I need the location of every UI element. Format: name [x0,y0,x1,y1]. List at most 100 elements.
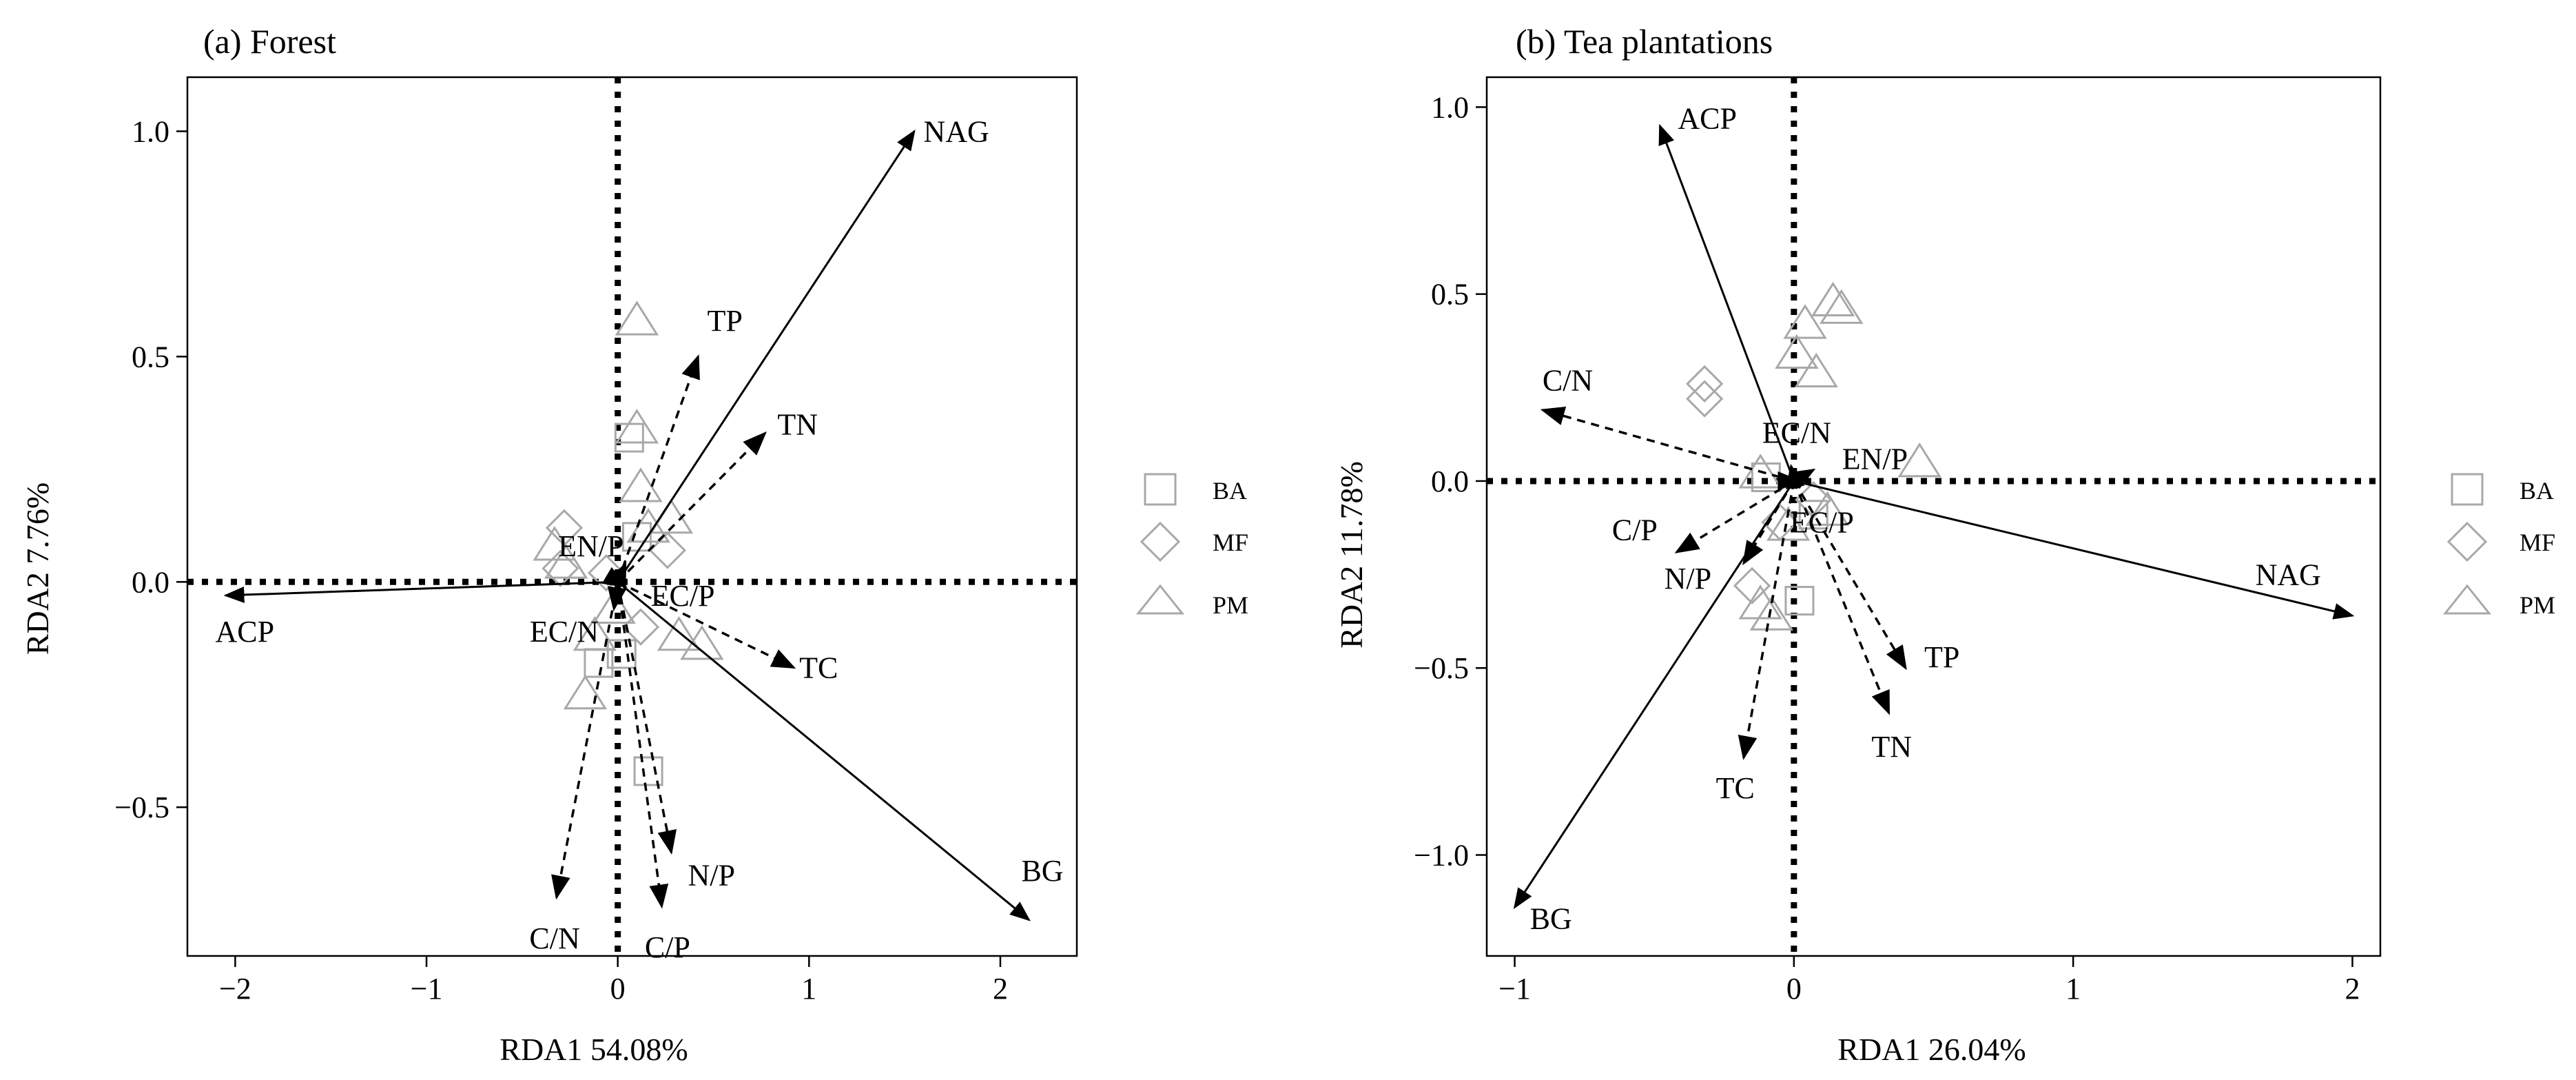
y-tick-label: 0.0 [1431,465,1469,498]
vector-arrow-bg [617,581,1031,921]
plot-frame [1485,76,2382,957]
x-tick-label: 2 [2345,972,2360,1006]
x-axis-title: RDA1 54.08% [499,1032,688,1067]
vector-arrow-acp [1658,123,1795,482]
sample-point-mf [1686,380,1724,418]
legend-label-mf: MF [2520,529,2555,556]
vector-label-n-p: N/P [1665,562,1711,595]
vector-label-nag: NAG [2256,558,2321,592]
sample-point-ba [621,522,652,552]
y-tick-label: −1.0 [1414,839,1469,873]
sample-point-ba [606,639,637,669]
sample-point-pm [615,300,659,336]
vector-label-acp: ACP [215,615,274,649]
vector-arrow-n-p [1742,480,1795,566]
sample-point-pm [1897,442,1941,478]
vector-label-bg: BG [1530,902,1572,936]
vector-arrow-tn [1793,480,1890,715]
legend-label-pm: PM [2520,591,2555,619]
vector-arrow-tp [1793,480,1907,671]
legend-diamond-marker [1140,521,1181,562]
vector-arrow-c-n [1540,406,1795,482]
sample-point-pm [1738,584,1782,620]
vector-label-tc: TC [799,651,838,685]
sample-point-ba [633,756,663,786]
legend-label-mf: MF [1213,529,1248,556]
panel-title: (b) Tea plantations [1516,22,1773,61]
x-tick-label: −2 [219,972,251,1006]
y-tick-label: 1.0 [132,114,169,148]
vector-arrow-tn [617,431,767,583]
y-tick-label: −0.5 [1414,651,1469,685]
vector-label-en-p: EN/P [1842,442,1908,476]
y-tick-label: 0.5 [132,340,169,374]
sample-point-pm [657,615,701,651]
sample-point-pm [533,526,577,561]
vector-label-ec-n: EC/N [1762,416,1831,449]
vector-label-ec-p: EC/P [1790,506,1854,540]
sample-point-mf [542,549,579,587]
sample-point-ba [1784,586,1815,616]
vector-label-tc: TC [1716,771,1755,805]
vector-label-tn: TN [777,407,818,441]
sample-point-pm [1805,491,1850,526]
vector-arrow-tc [617,580,796,669]
panel-title: (a) Forest [203,22,336,61]
plot-frame [186,76,1078,957]
vector-arrow-tp [617,354,700,582]
x-tick-label: −1 [411,972,443,1006]
vector-label-en-p: EN/P [558,529,624,563]
sample-point-pm [1766,506,1811,541]
sample-point-pm [1794,352,1838,388]
vector-label-c-p: C/P [645,930,690,964]
sample-point-pm [592,589,636,624]
sample-point-mf [1733,567,1771,604]
vector-label-n-p: N/P [688,858,734,892]
vector-arrow-c-n [551,581,619,900]
legend-square-marker [1144,473,1177,506]
sample-point-pm [1811,281,1855,317]
vector-label-c-n: C/N [1543,363,1593,397]
sample-point-mf [545,509,584,547]
vector-arrow-c-p [1674,480,1795,553]
vector-arrow-nag [1793,480,2355,620]
sample-point-pm [1775,334,1819,369]
vector-label-tn: TN [1871,730,1912,764]
y-tick-label: 0.0 [132,565,169,599]
legend-label-ba: BA [2520,477,2554,505]
vector-label-acp: ACP [1678,102,1737,136]
y-tick-label: −0.5 [114,791,169,824]
legend-square-marker [2451,473,2484,506]
vector-label-bg: BG [1021,854,1063,888]
vector-label-tp: TP [1924,640,1959,674]
vector-label-c-p: C/P [1612,513,1658,547]
sample-point-pm [615,409,659,444]
legend-label-pm: PM [1213,591,1248,619]
sample-point-mf [621,608,660,646]
vector-arrow-ec-p [601,567,628,588]
x-tick-label: 0 [610,972,626,1006]
panel-forest: (a) Forest RDA1 54.08% RDA2 7.76% −2 −1 0 1… [20,22,1078,1067]
vector-label-ec-n: EC/N [530,615,599,649]
vector-arrow-c-p [616,582,669,909]
y-tick-label: 1.0 [1431,90,1469,124]
legend-label-ba: BA [1213,477,1247,505]
x-tick-label: 0 [1786,972,1802,1006]
vector-arrow-nag [617,129,916,583]
vector-label-nag: NAG [923,114,989,148]
x-tick-label: 2 [993,972,1008,1006]
x-tick-label: 1 [2065,972,2081,1006]
y-axis-title: RDA2 11.78% [1334,461,1369,649]
y-axis-title: RDA2 7.76% [20,482,55,655]
sample-point-pm [1738,454,1782,489]
vector-label-tp: TP [707,304,742,338]
sample-point-mf [1686,365,1724,403]
legend-diamond-marker [2446,521,2488,562]
vector-label-c-n: C/N [529,921,579,955]
vector-label-ec-p: EC/P [651,579,715,613]
legend-triangle-marker [2442,584,2492,615]
sample-point-pm [544,544,588,579]
x-tick-label: −1 [1498,972,1531,1006]
vector-arrow-tc [1738,480,1795,760]
